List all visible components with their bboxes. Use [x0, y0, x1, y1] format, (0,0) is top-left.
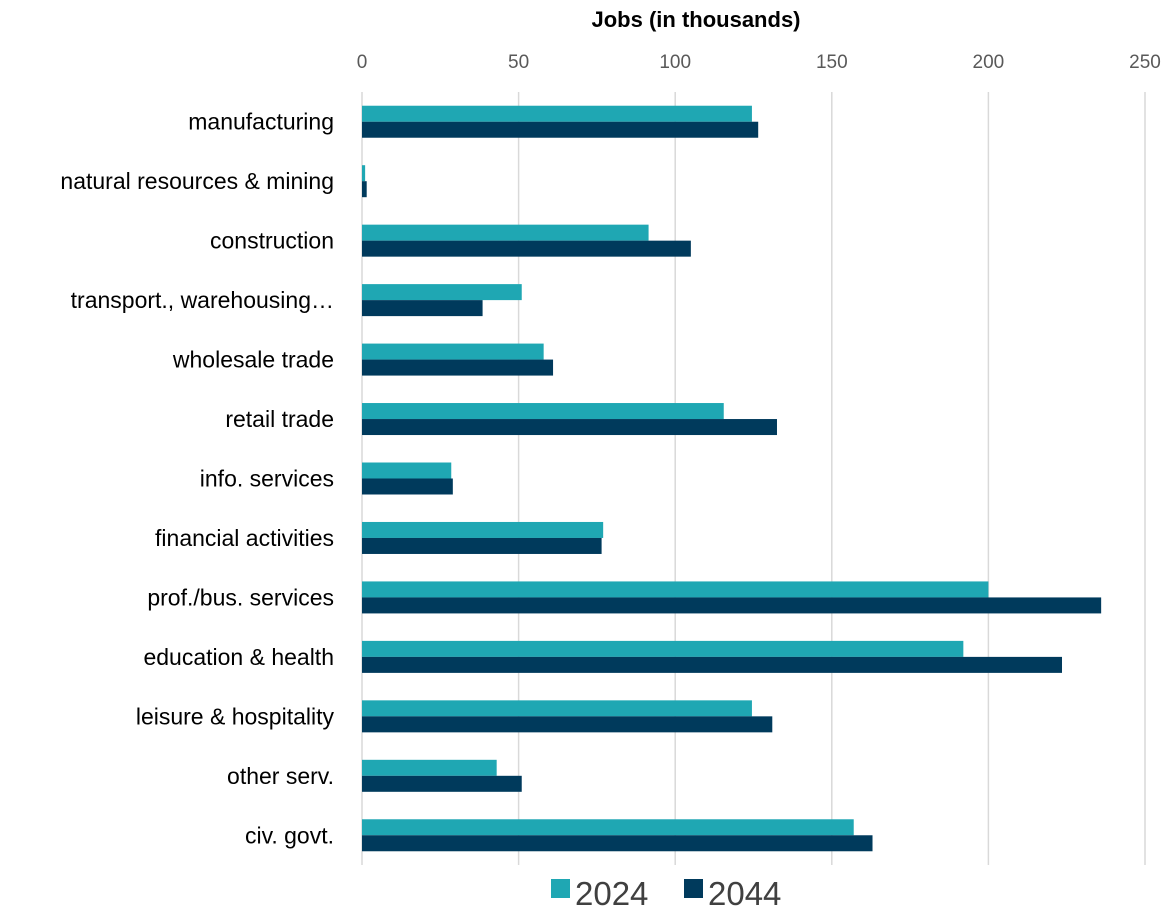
- bar-2024-7: [362, 521, 604, 538]
- category-label: leisure & hospitality: [136, 703, 335, 729]
- bar-2024-6: [362, 462, 452, 479]
- x-tick-label: 50: [508, 52, 529, 73]
- bar-2024-12: [362, 819, 854, 836]
- category-label: other serv.: [227, 763, 334, 789]
- bar-2044-4: [362, 359, 554, 376]
- bar-2024-8: [362, 581, 989, 598]
- legend-swatch-2044: [684, 879, 703, 898]
- bar-2044-3: [362, 300, 483, 317]
- bar-2044-5: [362, 419, 777, 436]
- x-tick-label: 200: [973, 52, 1005, 73]
- x-tick-label: 250: [1129, 52, 1161, 73]
- bar-2044-7: [362, 537, 602, 554]
- bar-2044-10: [362, 716, 773, 733]
- bar-2044-2: [362, 240, 691, 257]
- legend-swatch-2024: [551, 879, 570, 898]
- bar-2044-12: [362, 835, 873, 852]
- bar-2024-5: [362, 403, 724, 420]
- category-label: wholesale trade: [172, 347, 334, 373]
- category-label: natural resources & mining: [60, 168, 334, 194]
- category-label: construction: [210, 228, 334, 254]
- bars: [362, 105, 1102, 852]
- bar-2044-11: [362, 775, 522, 792]
- category-labels: manufacturing natural resources & mining c…: [60, 109, 334, 849]
- category-label: retail trade: [225, 406, 334, 432]
- bar-2024-4: [362, 343, 544, 360]
- category-label: prof./bus. services: [147, 584, 334, 610]
- bar-2044-0: [362, 121, 759, 138]
- category-label: civ. govt.: [245, 822, 334, 848]
- x-axis-title: Jobs (in thousands): [592, 7, 801, 32]
- bar-2024-11: [362, 759, 497, 776]
- bar-2044-8: [362, 597, 1102, 614]
- bar-2044-9: [362, 656, 1063, 673]
- category-label: education & health: [143, 644, 334, 670]
- legend-label: 2024: [575, 875, 648, 910]
- x-tick-label: 0: [357, 52, 368, 73]
- legend: 2024 2044: [551, 875, 781, 910]
- x-tick-label: 100: [659, 52, 691, 73]
- bar-2024-9: [362, 640, 964, 657]
- bar-2024-3: [362, 284, 522, 301]
- bar-2044-1: [362, 181, 367, 198]
- bar-2024-0: [362, 105, 752, 122]
- category-label: financial activities: [155, 525, 334, 551]
- bar-2024-1: [362, 165, 366, 182]
- bar-2024-2: [362, 224, 649, 241]
- category-label: transport., warehousing…: [71, 287, 334, 313]
- x-axis-ticks: 0 50 100 150 200 250: [357, 52, 1161, 73]
- gridlines: [361, 92, 1146, 865]
- legend-label: 2044: [708, 875, 781, 910]
- x-tick-label: 150: [816, 52, 848, 73]
- category-label: info. services: [200, 466, 334, 492]
- bar-2024-10: [362, 700, 752, 717]
- category-label: manufacturing: [188, 109, 334, 135]
- bar-2044-6: [362, 478, 453, 495]
